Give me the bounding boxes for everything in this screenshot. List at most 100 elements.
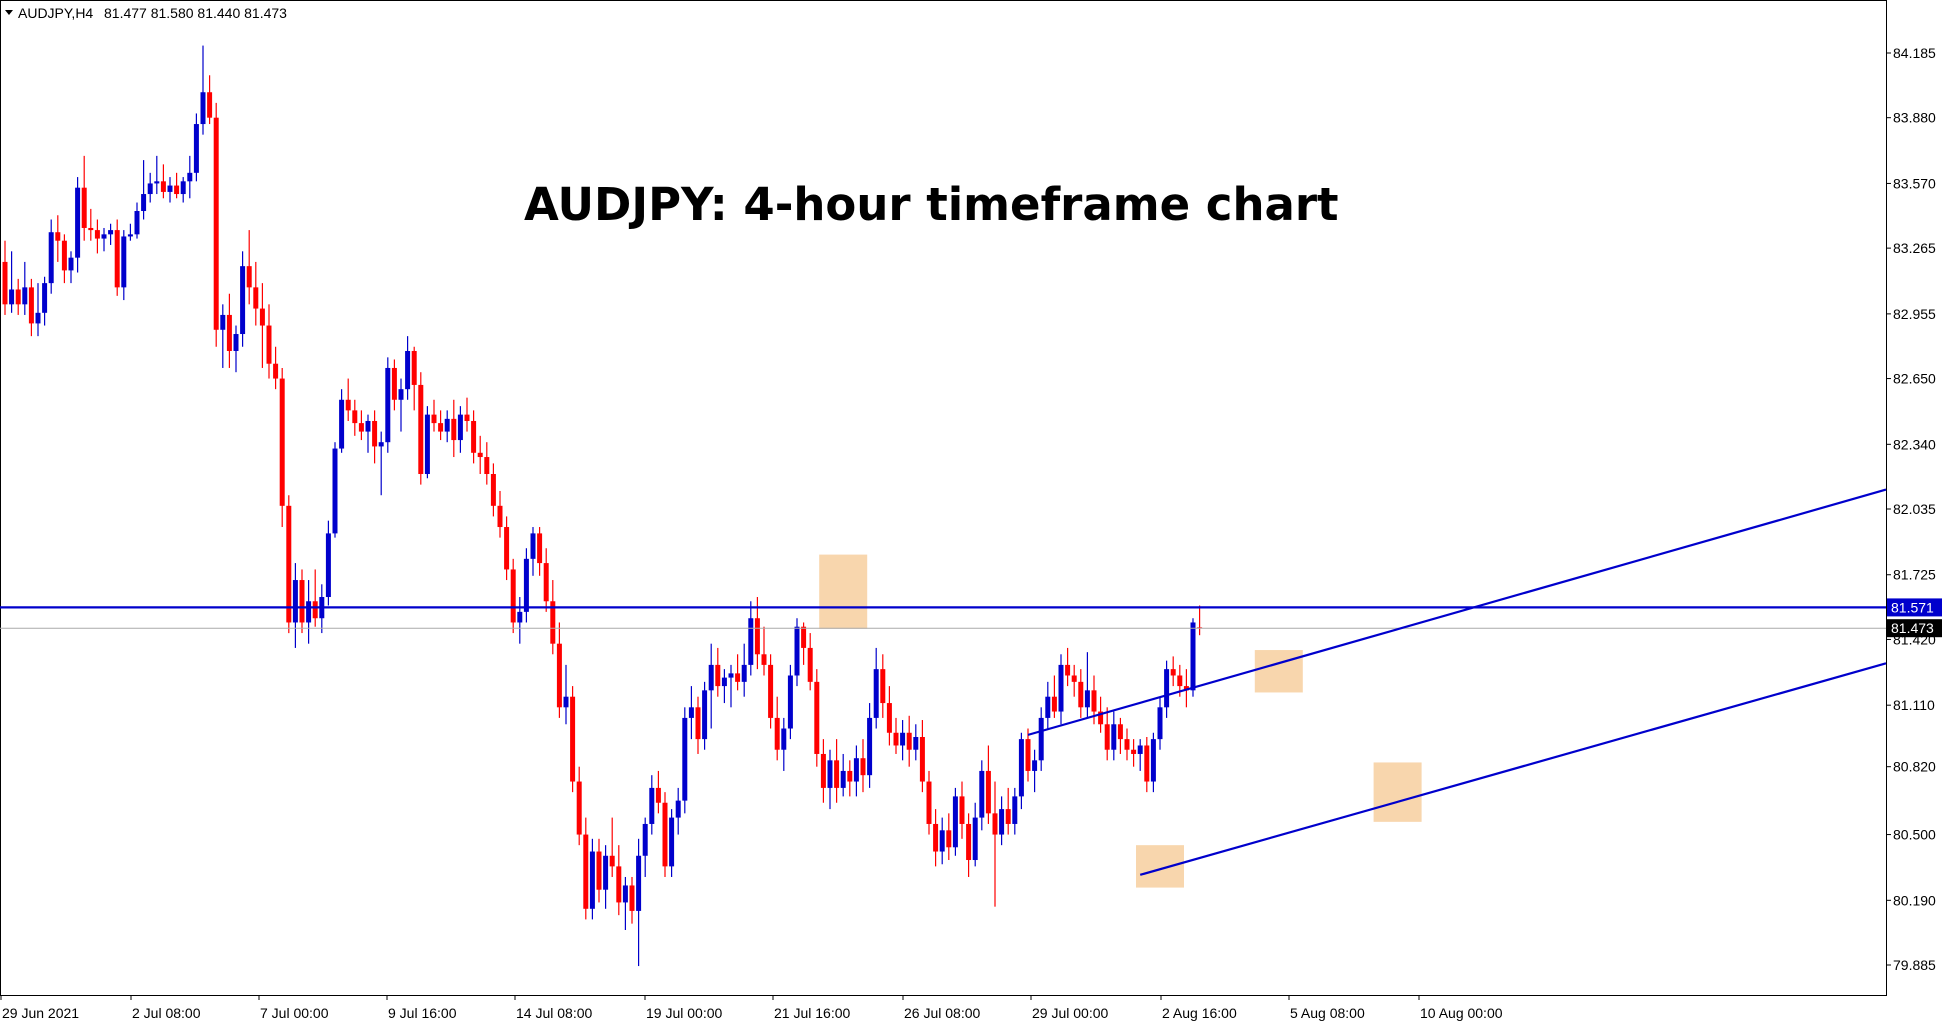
candle-body xyxy=(603,855,609,890)
candle-body xyxy=(1131,749,1137,754)
y-tick-label: 80.820 xyxy=(1893,759,1936,775)
candle-body xyxy=(207,92,213,118)
y-axis: 84.185 83.880 83.570 83.265 82.955 82.650 82.3… xyxy=(1886,45,1942,973)
candle-body xyxy=(365,420,371,432)
candle-body xyxy=(15,289,21,305)
candle-body xyxy=(1025,739,1031,771)
candle-body xyxy=(860,758,866,776)
candle-body xyxy=(794,626,800,676)
candle-body xyxy=(537,533,543,564)
candle-body xyxy=(325,533,331,598)
current-price-tag-bg xyxy=(1887,619,1942,638)
candle-body xyxy=(339,399,345,449)
candle-body xyxy=(1032,760,1038,771)
candle-body xyxy=(834,760,840,788)
candle-body xyxy=(431,414,437,424)
candle-body xyxy=(312,601,318,619)
x-tick-label: 5 Aug 08:00 xyxy=(1290,1005,1365,1021)
candle-body xyxy=(471,420,477,453)
candle-body xyxy=(781,728,787,750)
candle-body xyxy=(457,414,463,441)
candle-body xyxy=(438,423,444,432)
y-tick-label: 82.340 xyxy=(1893,436,1936,452)
candle-body xyxy=(372,420,378,447)
ohlc-label: 81.477 81.580 81.440 81.473 xyxy=(104,5,287,21)
candle-body xyxy=(464,414,470,421)
candle-body xyxy=(424,414,430,475)
x-tick-label: 19 Jul 00:00 xyxy=(646,1005,722,1021)
candle-body xyxy=(695,707,701,740)
candle-body xyxy=(35,312,41,324)
candle-body xyxy=(972,817,978,861)
candle-body xyxy=(768,664,774,718)
y-tick-label: 83.265 xyxy=(1893,240,1936,256)
resistance-price-tag-bg xyxy=(1887,598,1942,617)
candle-body xyxy=(517,611,523,623)
y-tick-label: 83.880 xyxy=(1893,110,1936,126)
candle-body xyxy=(748,618,754,665)
candle-body xyxy=(530,533,536,559)
candle-body xyxy=(999,809,1005,835)
candle-body xyxy=(1150,739,1156,782)
candle-body xyxy=(444,418,450,432)
candle-body xyxy=(708,664,714,691)
candle-body xyxy=(801,626,807,648)
candle-body xyxy=(141,194,147,212)
plot-frame xyxy=(0,0,1887,996)
y-tick-label: 84.185 xyxy=(1893,45,1936,61)
candle-body xyxy=(787,675,793,729)
symbol-dropdown-icon[interactable] xyxy=(5,10,13,15)
y-tick-label: 83.570 xyxy=(1893,175,1936,191)
current-price-tag: 81.473 xyxy=(1891,620,1934,636)
symbol-label: AUDJPY,H4 xyxy=(18,5,93,21)
candle-body xyxy=(220,314,226,330)
highlight-box xyxy=(1373,762,1422,822)
candle-body xyxy=(28,287,34,324)
candle-body xyxy=(662,802,668,867)
candle-body xyxy=(1157,707,1163,740)
candle-body xyxy=(75,187,81,258)
x-tick-label: 29 Jul 00:00 xyxy=(1032,1005,1108,1021)
candle-body xyxy=(187,172,193,182)
candle-body xyxy=(721,677,727,687)
candle-body xyxy=(563,696,569,708)
candle-body xyxy=(477,452,483,458)
candle-body xyxy=(959,796,965,824)
candle-body xyxy=(873,669,879,718)
candle-body xyxy=(642,823,648,856)
candle-body xyxy=(867,717,873,776)
candle-body xyxy=(108,230,114,235)
trend-lines xyxy=(0,488,1887,876)
candle-body xyxy=(299,580,305,623)
chart-title: AUDJPY: 4-hour timeframe chart xyxy=(524,178,1339,231)
candle-body xyxy=(292,580,298,623)
candle-body xyxy=(68,257,74,271)
candle-body xyxy=(497,505,503,528)
candle-body xyxy=(1177,675,1183,687)
candle-body xyxy=(42,283,48,313)
candle-body xyxy=(385,367,391,443)
candle-body xyxy=(1117,724,1123,740)
candle-body xyxy=(9,289,15,305)
candle-body xyxy=(451,418,457,441)
candle-body xyxy=(226,314,232,351)
x-tick-label: 21 Jul 16:00 xyxy=(774,1005,850,1021)
candle-body xyxy=(682,717,688,801)
candle-body xyxy=(88,227,94,231)
candle-body xyxy=(827,760,833,788)
y-tick-label: 82.955 xyxy=(1893,306,1936,322)
candle-body xyxy=(919,737,925,782)
candle-body xyxy=(1045,696,1051,718)
candle-body xyxy=(1170,669,1176,676)
candle-body xyxy=(306,601,312,623)
candle-body xyxy=(570,696,576,782)
channel-line-upper xyxy=(1027,488,1887,736)
x-tick-label: 2 Jul 08:00 xyxy=(132,1005,201,1021)
candle-body xyxy=(1164,669,1170,708)
candle-body xyxy=(933,823,939,852)
candle-body xyxy=(649,787,655,824)
candle-body xyxy=(589,851,595,909)
candle-body xyxy=(926,781,932,824)
candle-body xyxy=(127,234,133,237)
